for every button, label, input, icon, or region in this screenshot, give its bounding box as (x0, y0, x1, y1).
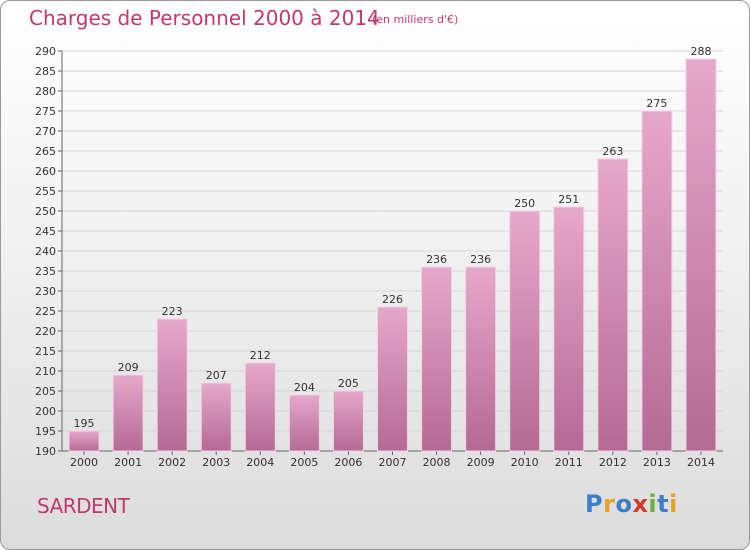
y-tick-label: 205 (35, 385, 56, 398)
data-label: 207 (206, 369, 227, 382)
data-label: 250 (514, 197, 535, 210)
bar (244, 362, 276, 452)
bars (68, 58, 717, 452)
data-label: 251 (558, 193, 579, 206)
logo-letter: x (632, 490, 649, 518)
bar (509, 210, 541, 452)
y-tick-label: 275 (35, 105, 56, 118)
y-tick-label: 215 (35, 345, 56, 358)
logo-letter: P (585, 490, 604, 518)
y-tick-label: 280 (35, 85, 56, 98)
x-tick-label: 2006 (334, 456, 362, 469)
x-tick-label: 2010 (511, 456, 539, 469)
x-tick-label: 2014 (687, 456, 715, 469)
chart-title: Charges de Personnel 2000 à 2014 (29, 6, 380, 30)
data-label: 212 (250, 349, 271, 362)
data-label: 205 (338, 377, 359, 390)
logo-letter: i (669, 490, 678, 518)
bar (465, 266, 497, 452)
y-tick-label: 265 (35, 145, 56, 158)
y-tick-label: 245 (35, 225, 56, 238)
logo-letter: o (615, 490, 633, 518)
data-label: 263 (602, 145, 623, 158)
bar (156, 318, 188, 452)
x-tick-label: 2000 (70, 456, 98, 469)
logo-letter: t (657, 490, 670, 518)
logo-letter: r (603, 490, 616, 518)
x-tick-label: 2011 (555, 456, 583, 469)
x-tick-label: 2012 (599, 456, 627, 469)
data-label: 195 (74, 417, 95, 430)
y-tick-labels: 190 195 200 205 210 215 220 225 230 235 240 245 250 2… (35, 45, 56, 458)
y-tick-label: 190 (35, 445, 56, 458)
y-tick-label: 210 (35, 365, 56, 378)
bar (685, 58, 717, 452)
bar (553, 206, 585, 452)
x-tick-label: 2013 (643, 456, 671, 469)
proxiti-logo[interactable]: Proxiti (585, 490, 678, 518)
y-tick-label: 240 (35, 245, 56, 258)
bar (597, 158, 629, 452)
x-tick-label: 2008 (423, 456, 451, 469)
unit-note: (en milliers d'€) (372, 13, 459, 26)
y-tick-label: 270 (35, 125, 56, 138)
data-label: 275 (646, 97, 667, 110)
data-label: 226 (382, 293, 403, 306)
bar (332, 390, 364, 452)
x-tick-label: 2001 (114, 456, 142, 469)
data-labels: 195 209 223 207 212 204 205 226 236 236 250 251 263 2… (74, 45, 712, 430)
x-tick-label: 2002 (158, 456, 186, 469)
bar (112, 374, 144, 452)
data-label: 236 (470, 253, 491, 266)
x-tick-label: 2007 (379, 456, 407, 469)
y-tick-label: 260 (35, 165, 56, 178)
x-tick-label: 2009 (467, 456, 495, 469)
y-tick-label: 230 (35, 285, 56, 298)
y-tick-label: 250 (35, 205, 56, 218)
y-tick-label: 285 (35, 65, 56, 78)
y-tick-label: 255 (35, 185, 56, 198)
y-tick-label: 235 (35, 265, 56, 278)
data-label: 288 (690, 45, 711, 58)
data-label: 209 (118, 361, 139, 374)
x-tick-label: 2005 (290, 456, 318, 469)
bar (288, 394, 320, 452)
bar (421, 266, 453, 452)
logo-letter: i (648, 490, 658, 518)
y-tick-label: 195 (35, 425, 56, 438)
bar (377, 306, 408, 452)
data-label: 236 (426, 253, 447, 266)
bar (68, 430, 100, 452)
data-label: 223 (162, 305, 183, 318)
x-tick-labels: 2000 2001 2002 2003 2004 2005 2006 2007 2008 2009… (70, 456, 715, 469)
y-tick-label: 200 (35, 405, 56, 418)
x-tick-label: 2003 (202, 456, 230, 469)
place-name: SARDENT (37, 494, 130, 518)
bar (200, 382, 232, 452)
y-tick-label: 225 (35, 305, 56, 318)
y-tick-label: 290 (35, 45, 56, 58)
data-label: 204 (294, 381, 315, 394)
bar (641, 110, 673, 452)
x-tick-label: 2004 (246, 456, 274, 469)
y-tick-label: 220 (35, 325, 56, 338)
